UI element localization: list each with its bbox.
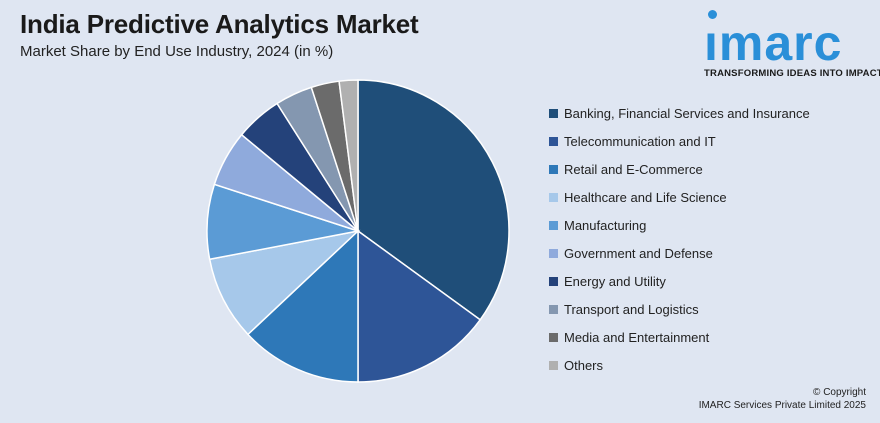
legend-swatch — [549, 304, 558, 314]
legend-label: Transport and Logistics — [564, 301, 699, 317]
legend-label: Government and Defense — [564, 245, 713, 261]
chart-subtitle: Market Share by End Use Industry, 2024 (… — [20, 43, 334, 60]
legend-label: Healthcare and Life Science — [564, 189, 727, 205]
legend-label: Manufacturing — [564, 217, 647, 233]
logo-dot-icon — [708, 10, 717, 19]
legend-label: Media and Entertainment — [564, 329, 710, 345]
logo-wordmark: ımarc — [704, 15, 843, 71]
legend-label: Banking, Financial Services and Insuranc… — [564, 105, 810, 121]
legend-item: Government and Defense — [549, 239, 810, 267]
legend-item: Transport and Logistics — [549, 295, 810, 323]
copyright-notice: © Copyright IMARC Services Private Limit… — [699, 386, 866, 412]
copyright-owner: IMARC Services Private Limited 2025 — [698, 400, 866, 411]
legend-item: Telecommunication and IT — [549, 127, 810, 155]
legend-item: Media and Entertainment — [549, 323, 810, 351]
legend-label: Others — [564, 357, 604, 373]
pie-slice — [246, 229, 359, 383]
legend-swatch — [549, 360, 558, 370]
legend-label: Energy and Utility — [564, 273, 666, 289]
pie-slices — [206, 79, 510, 383]
legend-item: Retail and E-Commerce — [549, 155, 810, 183]
pie-slice — [357, 79, 510, 321]
legend-swatch — [549, 192, 558, 202]
copyright-line: © Copyright — [813, 387, 866, 398]
legend-swatch — [549, 164, 558, 174]
legend-swatch — [549, 136, 558, 146]
legend-swatch — [549, 276, 558, 286]
legend-label: Retail and E-Commerce — [564, 161, 703, 177]
pie-slice — [338, 79, 359, 232]
legend-item: Banking, Financial Services and Insuranc… — [549, 99, 810, 127]
chart-legend: Banking, Financial Services and Insuranc… — [549, 99, 810, 379]
legend-label: Telecommunication and IT — [564, 133, 716, 149]
legend-item: Manufacturing — [549, 211, 810, 239]
legend-swatch — [549, 220, 558, 230]
legend-item: Energy and Utility — [549, 267, 810, 295]
pie-slice — [357, 229, 482, 383]
chart-title: India Predictive Analytics Market — [20, 9, 419, 39]
legend-item: Healthcare and Life Science — [549, 183, 810, 211]
logo-tagline: TRANSFORMING IDEAS INTO IMPACT — [704, 68, 880, 79]
imarc-logo: ımarc TRANSFORMING IDEAS INTO IMPACT — [700, 6, 880, 82]
legend-item: Others — [549, 351, 810, 379]
legend-swatch — [549, 108, 558, 118]
legend-swatch — [549, 248, 558, 258]
legend-swatch — [549, 332, 558, 342]
pie-slice — [208, 229, 361, 336]
